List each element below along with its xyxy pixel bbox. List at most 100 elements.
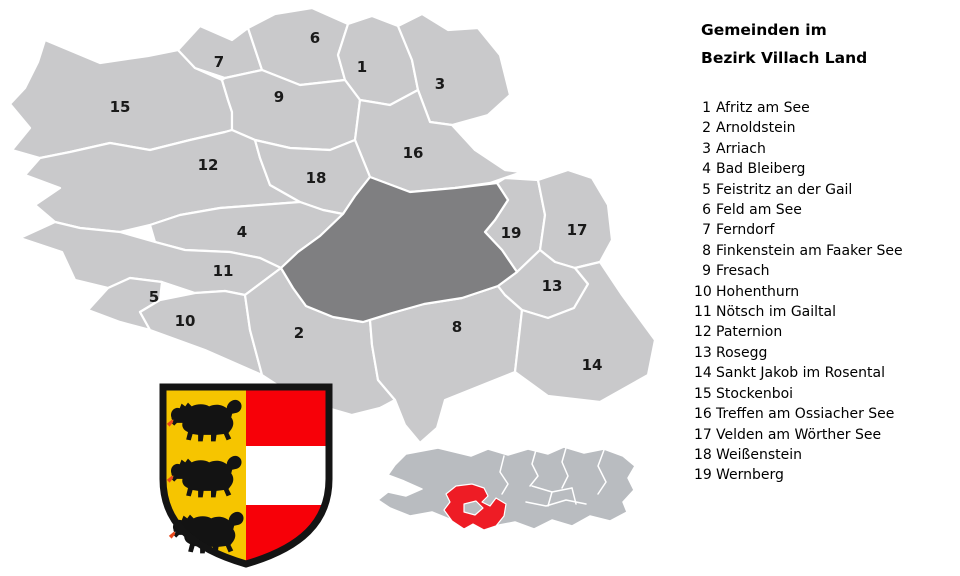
map-number-2: 2: [294, 324, 304, 342]
map-number-16: 16: [403, 144, 424, 162]
map-number-15: 15: [110, 98, 131, 116]
list-item: 13 Rosegg: [694, 343, 956, 363]
list-item-name: Wernberg: [716, 467, 784, 484]
list-item-number: 11: [694, 304, 712, 321]
municipality-shapes: [8, 6, 657, 445]
list-item: 18 Weißenstein: [694, 445, 956, 465]
list-item-name: Afritz am See: [716, 100, 810, 116]
list-item-name: Hohenthurn: [716, 283, 800, 300]
list-item-name: Fresach: [716, 263, 770, 280]
municipality-numbers: 1 2 3 4 5 6 7 8 9 10 11 12 13 14 15 16 1…: [110, 29, 603, 374]
district-border: [597, 449, 607, 495]
district-border: [561, 447, 569, 489]
list-item-number: 14: [694, 365, 712, 382]
state-outline: [377, 446, 636, 530]
shield-red-band-top: [246, 387, 329, 446]
map-number-9: 9: [274, 88, 284, 106]
map-number-14: 14: [582, 356, 603, 374]
list-item: 5 Feistritz an der Gail: [694, 180, 956, 200]
map-number-13: 13: [542, 277, 563, 295]
list-item-number: 15: [694, 385, 712, 402]
list-item-number: 18: [694, 446, 712, 463]
list-item-number: 12: [694, 324, 712, 341]
list-item: 3 Arriach: [694, 139, 956, 159]
map-number-19: 19: [501, 224, 522, 242]
list-item: 12 Paternion: [694, 322, 956, 342]
shield-outline: [159, 383, 333, 568]
municipality-14-sankt-jakob: [513, 260, 657, 404]
municipality-3-arriach: [396, 12, 512, 127]
map-number-5: 5: [149, 288, 159, 306]
list-item-name: Paternion: [716, 324, 783, 341]
list-item-number: 16: [694, 406, 712, 423]
list-item: 10 Hohenthurn: [694, 282, 956, 302]
list-item-number: 2: [702, 120, 711, 137]
list-item-number: 4: [702, 161, 711, 178]
district-border: [529, 449, 539, 487]
map-number-8: 8: [452, 318, 462, 336]
legend-panel: Gemeinden im Bezirk Villach Land 1 Afritz…: [694, 16, 956, 486]
list-item-name: Ferndorf: [716, 222, 775, 239]
list-item-number: 13: [694, 344, 712, 361]
list-item: 14 Sankt Jakob im Rosental: [694, 363, 956, 383]
list-item: 1 Afritz am See: [694, 98, 956, 118]
list-item-number: 6: [702, 202, 711, 219]
district-border: [571, 487, 577, 505]
list-item-name: Arnoldstein: [716, 120, 796, 137]
list-item-number: 7: [702, 222, 711, 239]
district-border: [547, 491, 553, 507]
list-item: 19 Wernberg: [694, 465, 956, 485]
map-number-12: 12: [198, 156, 219, 174]
legend-title-line2: Bezirk Villach Land: [701, 49, 868, 67]
map-number-17: 17: [567, 221, 588, 239]
list-item-number: 10: [694, 283, 712, 300]
carinthia-locator-map: [377, 446, 636, 531]
list-item-number: 9: [702, 263, 711, 280]
map-number-4: 4: [237, 223, 247, 241]
map-number-3: 3: [435, 75, 445, 93]
map-number-7: 7: [214, 53, 224, 71]
map-number-18: 18: [306, 169, 327, 187]
map-number-11: 11: [213, 262, 234, 280]
list-item-name: Stockenboi: [716, 385, 794, 402]
list-item-name: Rosegg: [716, 344, 768, 361]
list-item: 8 Finkenstein am Faaker See: [694, 241, 956, 261]
map-number-6: 6: [310, 29, 320, 47]
municipality-17-velden: [536, 168, 614, 270]
list-item: 2 Arnoldstein: [694, 118, 956, 138]
list-item: 15 Stockenboi: [694, 384, 956, 404]
list-item-number: 17: [694, 426, 712, 443]
list-item-name: Sankt Jakob im Rosental: [716, 365, 885, 382]
list-item: 7 Ferndorf: [694, 220, 956, 240]
map-number-10: 10: [175, 312, 196, 330]
villach-land-highlight: [443, 483, 507, 531]
list-item-name: Feistritz an der Gail: [716, 181, 853, 198]
list-item-name: Finkenstein am Faaker See: [716, 242, 903, 259]
list-item: 11 Nötsch im Gailtal: [694, 302, 956, 322]
list-item-name: Arriach: [716, 140, 766, 157]
list-item-number: 1: [702, 100, 711, 116]
list-item: 16 Treffen am Ossiacher See: [694, 404, 956, 424]
list-item-name: Treffen am Ossiacher See: [716, 406, 895, 423]
list-item: 17 Velden am Wörther See: [694, 425, 956, 445]
district-border: [499, 455, 509, 495]
list-item: 4 Bad Bleiberg: [694, 159, 956, 179]
list-item-number: 5: [702, 181, 711, 198]
municipality-list: 1 Afritz am See 2 Arnoldstein 3 Arriach 4 Ba…: [694, 98, 956, 486]
list-item-name: Weißenstein: [716, 446, 802, 463]
villach-city-shape: [279, 175, 519, 324]
list-item-number: 8: [702, 242, 711, 259]
list-item: 6 Feld am See: [694, 200, 956, 220]
list-item-number: 3: [702, 140, 711, 157]
list-item-number: 19: [694, 467, 712, 484]
list-item-name: Nötsch im Gailtal: [716, 304, 836, 321]
list-item-name: Feld am See: [716, 202, 802, 219]
list-item: 9 Fresach: [694, 261, 956, 281]
legend-title: Gemeinden im Bezirk Villach Land: [701, 16, 956, 72]
legend-title-line1: Gemeinden im: [701, 21, 827, 39]
carinthia-coat-of-arms: [159, 383, 333, 568]
list-item-name: Velden am Wörther See: [716, 426, 882, 443]
shield-white-band: [246, 446, 329, 505]
